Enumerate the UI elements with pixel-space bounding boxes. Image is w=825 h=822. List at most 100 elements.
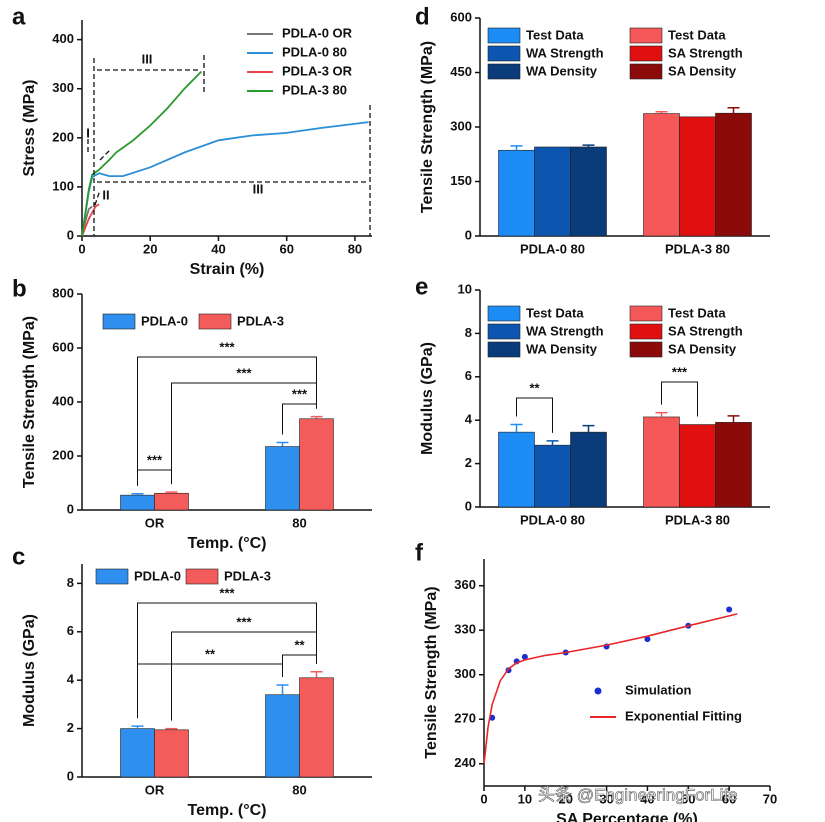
legend-swatch bbox=[487, 45, 521, 62]
bar bbox=[120, 728, 155, 778]
bar bbox=[154, 492, 189, 511]
y-tick-label: 360 bbox=[454, 577, 476, 592]
bar bbox=[679, 424, 716, 508]
error-bar bbox=[546, 440, 559, 446]
y-tick-label: 200 bbox=[52, 447, 74, 462]
significance-label: ** bbox=[529, 380, 540, 395]
significance-bracket bbox=[171, 382, 317, 485]
panel-label: f bbox=[415, 539, 424, 566]
y-tick-label: 600 bbox=[450, 9, 472, 24]
y-tick-label: 400 bbox=[52, 393, 74, 408]
y-tick-label: 0 bbox=[67, 768, 74, 783]
bar bbox=[715, 422, 752, 508]
point bbox=[644, 636, 651, 643]
x-tick-label: 80 bbox=[292, 782, 306, 797]
legend-label: PDLA-3 bbox=[237, 313, 284, 328]
legend-label: WA Density bbox=[526, 341, 598, 356]
panel-label: d bbox=[415, 3, 430, 30]
legend-swatch bbox=[629, 45, 663, 62]
legend-swatch bbox=[102, 313, 136, 330]
significance-bracket bbox=[661, 381, 698, 417]
significance-label: *** bbox=[236, 365, 252, 380]
y-tick-label: 100 bbox=[52, 178, 74, 193]
significance-label: *** bbox=[219, 585, 235, 600]
legend-swatch bbox=[95, 568, 129, 585]
panel-label: b bbox=[12, 275, 27, 302]
bar bbox=[570, 431, 607, 508]
legend-swatch bbox=[487, 63, 521, 80]
legend-label: PDLA-0 80 bbox=[282, 44, 347, 59]
x-tick-label: 20 bbox=[558, 791, 572, 806]
legend-swatch bbox=[487, 341, 521, 358]
panel-label: a bbox=[12, 3, 26, 30]
significance-label: *** bbox=[292, 386, 308, 401]
significance-bracket bbox=[137, 469, 172, 486]
legend-label: Exponential Fitting bbox=[625, 708, 742, 723]
y-tick-label: 300 bbox=[450, 118, 472, 133]
x-tick-label: OR bbox=[145, 782, 165, 797]
y-tick-label: 150 bbox=[450, 173, 472, 188]
error-bar bbox=[276, 441, 289, 447]
y-axis-title: Tensile Strength (MPa) bbox=[423, 586, 440, 758]
y-tick-label: 0 bbox=[67, 501, 74, 516]
line bbox=[81, 203, 100, 237]
y-tick-label: 4 bbox=[465, 412, 473, 427]
y-tick-label: 450 bbox=[450, 64, 472, 79]
significance-bracket bbox=[282, 403, 317, 435]
x-tick-label: 20 bbox=[143, 241, 157, 256]
significance-label: *** bbox=[147, 452, 163, 467]
bar bbox=[299, 418, 334, 511]
region-marker bbox=[87, 55, 371, 236]
bar bbox=[643, 113, 680, 237]
y-axis-title: Modulus (GPa) bbox=[419, 342, 436, 455]
x-tick-label: PDLA-0 80 bbox=[520, 512, 585, 527]
legend-swatch bbox=[185, 568, 219, 585]
significance-bracket bbox=[282, 654, 317, 678]
y-tick-label: 8 bbox=[465, 325, 472, 340]
y-tick-label: 400 bbox=[52, 31, 74, 46]
bar bbox=[265, 446, 300, 511]
bar bbox=[534, 146, 571, 237]
legend-label: PDLA-0 bbox=[134, 568, 181, 583]
significance-bracket bbox=[516, 397, 553, 433]
significance-label: *** bbox=[672, 364, 688, 379]
fit-line bbox=[483, 613, 738, 764]
legend-label: PDLA-3 80 bbox=[282, 82, 347, 97]
y-axis-title: Stress (MPa) bbox=[21, 80, 38, 177]
error-bar bbox=[582, 424, 595, 433]
error-bar bbox=[165, 727, 178, 730]
legend-swatch bbox=[487, 305, 521, 322]
x-tick-label: 80 bbox=[292, 515, 306, 530]
x-axis-title: Strain (%) bbox=[190, 261, 265, 278]
y-tick-label: 6 bbox=[465, 368, 472, 383]
legend-swatch bbox=[629, 27, 663, 44]
bar bbox=[498, 149, 535, 237]
legend-label: WA Density bbox=[526, 63, 598, 78]
legend-swatch bbox=[487, 323, 521, 340]
legend-swatch bbox=[629, 305, 663, 322]
y-axis-title: Tensile Strength (MPa) bbox=[21, 316, 38, 488]
legend-label: SA Density bbox=[668, 63, 737, 78]
error-bar bbox=[727, 106, 740, 114]
legend-label: PDLA-3 bbox=[224, 568, 271, 583]
significance-bracket bbox=[137, 663, 283, 719]
significance-label: ** bbox=[294, 637, 305, 652]
legend-label: SA Strength bbox=[668, 45, 743, 60]
error-bar bbox=[276, 684, 289, 695]
error-bar bbox=[510, 145, 523, 151]
bar bbox=[679, 116, 716, 237]
x-tick-label: 60 bbox=[722, 791, 736, 806]
bar bbox=[498, 431, 535, 508]
y-axis-title: Modulus (GPa) bbox=[21, 614, 38, 727]
bar bbox=[265, 694, 300, 778]
error-bar bbox=[582, 144, 595, 147]
y-tick-label: 0 bbox=[465, 227, 472, 242]
y-tick-label: 6 bbox=[67, 623, 74, 638]
error-bar bbox=[310, 670, 323, 678]
x-axis-title: SA Percentage (%) bbox=[556, 811, 698, 822]
legend-label: WA Strength bbox=[526, 45, 604, 60]
panel-label: c bbox=[12, 543, 25, 570]
bar bbox=[299, 677, 334, 778]
error-bar bbox=[510, 423, 523, 433]
x-tick-label: OR bbox=[145, 515, 165, 530]
